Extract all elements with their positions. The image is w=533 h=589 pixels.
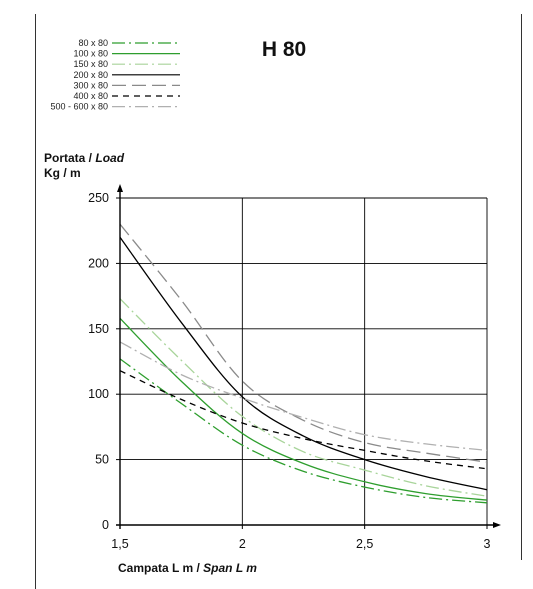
x-axis-label-sep: / xyxy=(193,561,203,575)
y-axis-label-sep: / xyxy=(85,151,95,165)
grid xyxy=(120,197,488,525)
series-line-6 xyxy=(119,341,488,452)
tick-labels: 0 50 100 150 200 250 1,5 2 2,5 3 xyxy=(88,191,490,551)
axes xyxy=(116,184,501,529)
x-tick-label-1: 2 xyxy=(239,537,246,551)
x-tick-label-0: 1,5 xyxy=(111,537,128,551)
y-tick-label-0: 0 xyxy=(102,518,109,532)
series-line-4 xyxy=(119,223,488,463)
legend-label-4: 300 x 80 xyxy=(73,80,108,90)
y-axis-label-italic: Load xyxy=(95,151,124,165)
x-axis-label-italic: Span L m xyxy=(203,561,257,575)
y-tick-label-1: 50 xyxy=(95,453,109,467)
chart-title: H 80 xyxy=(262,38,306,61)
legend-label-2: 150 x 80 xyxy=(73,59,108,69)
x-axis-arrow xyxy=(493,522,501,528)
series-group xyxy=(119,223,488,504)
series-line-1 xyxy=(119,317,488,501)
y-axis-unit: Kg / m xyxy=(44,166,81,180)
series-line-3 xyxy=(119,236,488,491)
y-tick-label-4: 200 xyxy=(88,256,109,270)
x-axis-label-main: Campata L m xyxy=(118,561,193,575)
legend-label-0: 80 x 80 xyxy=(78,38,108,48)
y-tick-label-5: 250 xyxy=(88,191,109,205)
legend-label-3: 200 x 80 xyxy=(73,70,108,80)
x-tick-label-2: 2,5 xyxy=(356,537,373,551)
y-axis-label: Portata / Load xyxy=(44,151,125,165)
series-line-2 xyxy=(119,298,488,497)
y-axis-label-main: Portata xyxy=(44,151,86,165)
series-line-5 xyxy=(119,370,488,470)
legend-label-5: 400 x 80 xyxy=(73,91,108,101)
x-axis-label: Campata L m / Span L m xyxy=(118,561,257,575)
legend-label-6: 500 - 600 x 80 xyxy=(50,102,108,112)
y-axis-arrow xyxy=(117,184,123,192)
x-tick-label-3: 3 xyxy=(484,537,491,551)
legend-label-1: 100 x 80 xyxy=(73,49,108,59)
series-line-0 xyxy=(119,358,488,504)
y-tick-label-3: 150 xyxy=(88,322,109,336)
y-tick-label-2: 100 xyxy=(88,387,109,401)
